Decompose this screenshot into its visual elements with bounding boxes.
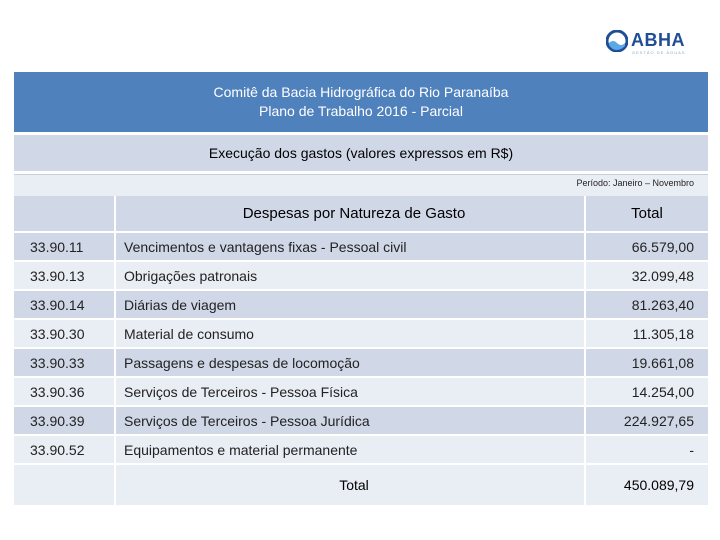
row-description: Vencimentos e vantagens fixas - Pessoal … bbox=[115, 232, 586, 262]
total-code-cell bbox=[14, 464, 116, 505]
row-code: 33.90.13 bbox=[14, 261, 116, 291]
water-drop-logo-icon bbox=[606, 30, 628, 52]
table-row: 33.90.52 Equipamentos e material permane… bbox=[14, 435, 708, 465]
row-description: Serviços de Terceiros - Pessoa Jurídica bbox=[115, 406, 586, 436]
section-subtitle: Execução dos gastos (valores expressos e… bbox=[208, 145, 514, 161]
period-label: Período: Janeiro – Novembro bbox=[576, 178, 694, 188]
table-row: 33.90.13 Obrigações patronais 32.099,48 bbox=[14, 261, 708, 291]
row-code: 33.90.11 bbox=[14, 232, 116, 262]
committee-title: Comitê da Bacia Hidrográfica do Rio Para… bbox=[213, 84, 509, 100]
table-row: 33.90.30 Material de consumo 11.305,18 bbox=[14, 319, 708, 349]
total-value: 450.089,79 bbox=[585, 464, 708, 505]
table-row: 33.90.36 Serviços de Terceiros - Pessoa … bbox=[14, 377, 708, 407]
row-code: 33.90.52 bbox=[14, 435, 116, 465]
row-total: 66.579,00 bbox=[585, 232, 708, 262]
row-total: - bbox=[585, 435, 708, 465]
plan-title: Plano de Trabalho 2016 - Parcial bbox=[259, 103, 463, 119]
row-description: Passagens e despesas de locomoção bbox=[115, 348, 586, 378]
table-row: 33.90.14 Diárias de viagem 81.263,40 bbox=[14, 290, 708, 320]
header-code-cell bbox=[14, 196, 116, 233]
row-code: 33.90.33 bbox=[14, 348, 116, 378]
expenses-table: Despesas por Natureza de Gasto Total 33.… bbox=[14, 196, 708, 505]
row-description: Serviços de Terceiros - Pessoa Física bbox=[115, 377, 586, 407]
row-total: 32.099,48 bbox=[585, 261, 708, 291]
period-band: Período: Janeiro – Novembro bbox=[14, 174, 708, 196]
subtitle-band: Execução dos gastos (valores expressos e… bbox=[14, 135, 708, 171]
row-code: 33.90.39 bbox=[14, 406, 116, 436]
table-header-row: Despesas por Natureza de Gasto Total bbox=[14, 196, 708, 233]
logo-text: ABHA bbox=[631, 30, 685, 50]
row-total: 11.305,18 bbox=[585, 319, 708, 349]
header-description: Despesas por Natureza de Gasto bbox=[115, 196, 586, 233]
row-description: Diárias de viagem bbox=[115, 290, 586, 320]
table-row: 33.90.33 Passagens e despesas de locomoç… bbox=[14, 348, 708, 378]
row-code: 33.90.14 bbox=[14, 290, 116, 320]
table-row: 33.90.39 Serviços de Terceiros - Pessoa … bbox=[14, 406, 708, 436]
total-label: Total bbox=[115, 464, 586, 505]
row-total: 224.927,65 bbox=[585, 406, 708, 436]
table-row: 33.90.11 Vencimentos e vantagens fixas -… bbox=[14, 232, 708, 262]
row-total: 19.661,08 bbox=[585, 348, 708, 378]
row-code: 33.90.30 bbox=[14, 319, 116, 349]
row-total: 81.263,40 bbox=[585, 290, 708, 320]
table-total-row: Total 450.089,79 bbox=[14, 464, 708, 505]
row-description: Material de consumo bbox=[115, 319, 586, 349]
abha-logo: ABHA GESTÃO DE ÁGUAS bbox=[606, 28, 696, 60]
row-total: 14.254,00 bbox=[585, 377, 708, 407]
title-band: Comitê da Bacia Hidrográfica do Rio Para… bbox=[14, 72, 708, 134]
logo-subtext: GESTÃO DE ÁGUAS bbox=[632, 50, 686, 55]
row-code: 33.90.36 bbox=[14, 377, 116, 407]
header-total: Total bbox=[585, 196, 708, 233]
row-description: Obrigações patronais bbox=[115, 261, 586, 291]
row-description: Equipamentos e material permanente bbox=[115, 435, 586, 465]
